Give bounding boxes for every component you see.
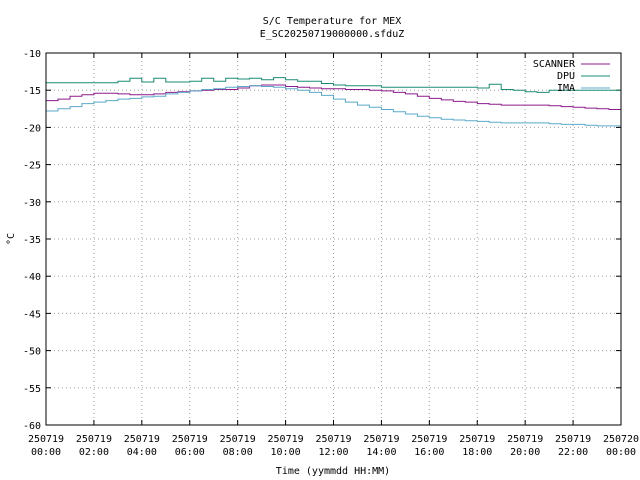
x-axis-label: Time (yymmdd HH:MM) [276,466,390,477]
y-tick-label: -25 [23,161,41,172]
x-tick-time: 18:00 [462,447,492,458]
y-tick-label: -50 [23,347,41,358]
y-axis-label: °C [6,233,17,245]
x-tick-date: 250719 [315,434,351,445]
y-tick-label: -10 [23,49,41,60]
x-tick-date: 250719 [411,434,447,445]
x-tick-time: 08:00 [223,447,253,458]
y-tick-label: -20 [23,123,41,134]
x-tick-time: 16:00 [414,447,444,458]
chart-title: S/C Temperature for MEX [263,16,401,27]
x-tick-date: 250719 [268,434,304,445]
x-tick-date: 250719 [363,434,399,445]
x-tick-time: 10:00 [271,447,301,458]
x-tick-date: 250719 [459,434,495,445]
x-tick-time: 02:00 [79,447,109,458]
x-tick-time: 00:00 [31,447,61,458]
x-tick-time: 20:00 [510,447,540,458]
x-tick-date: 250719 [555,434,591,445]
x-tick-time: 22:00 [558,447,588,458]
series-lines [46,77,622,127]
y-tick-label: -35 [23,235,41,246]
y-tick-label: -60 [23,421,41,432]
x-tick-date: 250719 [172,434,208,445]
x-tick-date: 250719 [507,434,543,445]
grid [46,53,621,425]
series-line-scanner [46,84,622,111]
series-line-ima [46,85,621,127]
series-line-dpu [46,77,622,93]
y-tick-label: -15 [23,86,41,97]
chart-subtitle: E_SC20250719000000.sfduZ [260,29,405,40]
legend-label-dpu: DPU [557,71,575,82]
y-tick-label: -55 [23,384,41,395]
x-tick-date: 250720 [603,434,639,445]
x-tick-time: 12:00 [318,447,348,458]
x-tick-time: 00:00 [606,447,636,458]
x-tick-time: 04:00 [127,447,157,458]
plot-frame [45,52,622,426]
x-tick-time: 14:00 [366,447,396,458]
x-tick-date: 250719 [28,434,64,445]
x-tick-date: 250719 [124,434,160,445]
y-axis-ticks: -10 -15 -20 -25 -30 -35 -40 -45 -50 -55 -60 [23,49,621,432]
y-tick-label: -40 [23,272,41,283]
legend-label-scanner: SCANNER [533,59,576,70]
y-tick-label: -45 [23,309,41,320]
legend-label-ima: IMA [557,83,575,94]
x-axis-ticks: 250719 00:00 250719 02:00 250719 04:00 250719 0… [28,53,639,458]
x-tick-date: 250719 [220,434,256,445]
y-tick-label: -30 [23,198,41,209]
x-tick-date: 250719 [76,434,112,445]
x-tick-time: 06:00 [175,447,205,458]
